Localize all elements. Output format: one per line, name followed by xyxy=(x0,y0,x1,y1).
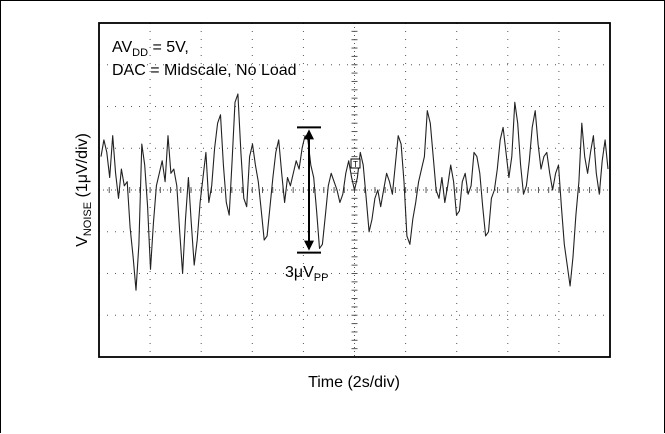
pp-arrow-up xyxy=(304,129,314,140)
x-axis-label: Time (2s/div) xyxy=(308,374,400,391)
plot-border xyxy=(98,22,611,358)
peak-to-peak-marker xyxy=(297,126,321,254)
noise-trace-layer xyxy=(100,93,609,291)
trigger-marker-box xyxy=(350,158,361,169)
noise-trace xyxy=(100,93,609,291)
trigger-marker: T xyxy=(350,158,361,169)
trigger-marker-label: T xyxy=(353,160,358,169)
annotation-dac: DAC = Midscale, No Load xyxy=(112,62,297,79)
annotation-supply: AVDD = 5V, xyxy=(112,39,189,59)
y-axis-label: VNOISE (1μV/div) xyxy=(74,133,94,247)
peak-to-peak-label: 3μVPP xyxy=(285,264,328,284)
pp-arrow-down xyxy=(304,240,314,251)
